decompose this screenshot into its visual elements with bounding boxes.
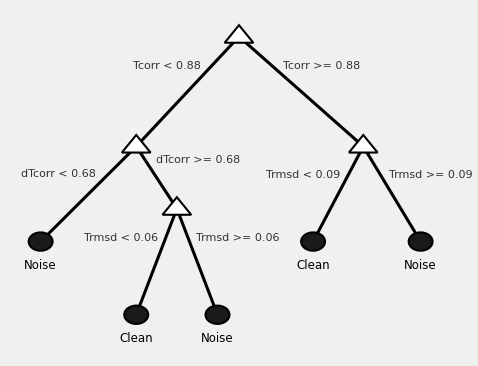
Polygon shape <box>163 197 191 215</box>
Circle shape <box>206 306 229 324</box>
Text: Noise: Noise <box>24 259 57 272</box>
Polygon shape <box>225 25 253 43</box>
Text: Noise: Noise <box>201 332 234 345</box>
Text: Trmsd < 0.06: Trmsd < 0.06 <box>84 233 158 243</box>
Polygon shape <box>349 135 378 153</box>
Circle shape <box>29 232 53 251</box>
Text: Clean: Clean <box>120 332 153 345</box>
Circle shape <box>124 306 148 324</box>
Circle shape <box>409 232 433 251</box>
Text: Trmsd < 0.09: Trmsd < 0.09 <box>266 170 340 180</box>
Text: dTcorr < 0.68: dTcorr < 0.68 <box>21 169 96 179</box>
Text: Tcorr < 0.88: Tcorr < 0.88 <box>133 61 201 71</box>
Polygon shape <box>122 135 151 153</box>
Text: Noise: Noise <box>404 259 437 272</box>
Text: dTcorr >= 0.68: dTcorr >= 0.68 <box>155 154 240 165</box>
Text: Trmsd >= 0.06: Trmsd >= 0.06 <box>196 233 279 243</box>
Circle shape <box>301 232 325 251</box>
Text: Trmsd >= 0.09: Trmsd >= 0.09 <box>389 170 473 180</box>
Text: Tcorr >= 0.88: Tcorr >= 0.88 <box>283 61 361 71</box>
Text: Clean: Clean <box>296 259 330 272</box>
